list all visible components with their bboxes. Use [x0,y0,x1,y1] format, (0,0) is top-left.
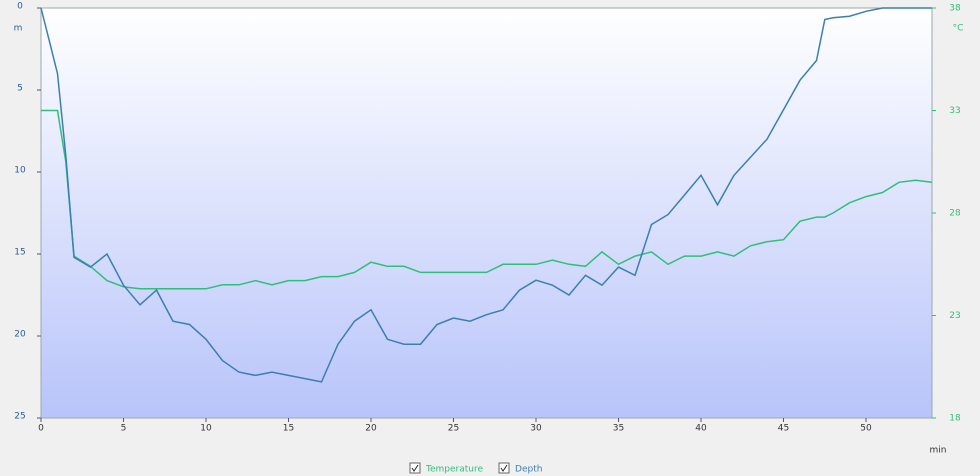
y2-tick-label: 38 [949,4,961,14]
legend-checkbox[interactable] [409,462,421,474]
x-tick-label: 30 [530,424,542,434]
y2-tick-label: 18 [949,414,961,424]
legend-check [411,464,419,472]
legend-checkbox[interactable] [498,462,510,474]
x-tick-label: 5 [121,424,127,434]
x-tick-label: 15 [283,424,294,434]
x-tick-label: 10 [200,424,212,434]
y-tick-label: 15 [14,248,25,258]
y2-tick-label: 33 [949,106,960,116]
x-unit: min [930,446,947,456]
x-tick-label: 25 [448,424,459,434]
x-tick-label: 45 [778,424,789,434]
y-unit: m [14,24,23,34]
x-tick-label: 0 [38,424,44,434]
series-line [40,7,932,383]
y-tick-label: 20 [14,330,26,340]
y-tick-label: 10 [14,166,26,176]
series-line [41,109,933,290]
y2-unit: °C [953,24,964,34]
legend-check [500,464,508,472]
y-tick-label: 25 [14,412,25,422]
y2-tick-label: 23 [949,311,960,321]
x-tick-label: 35 [613,424,624,434]
x-tick-label: 50 [860,424,872,434]
legend-label: Depth [515,465,542,475]
x-tick-label: 20 [365,424,377,434]
y-tick-label: 5 [17,84,23,94]
legend-label: Temperature [425,465,483,475]
y-tick-label: 0 [17,2,23,12]
y2-tick-label: 28 [949,209,961,219]
x-tick-label: 40 [695,424,707,434]
plot-area [40,7,933,419]
